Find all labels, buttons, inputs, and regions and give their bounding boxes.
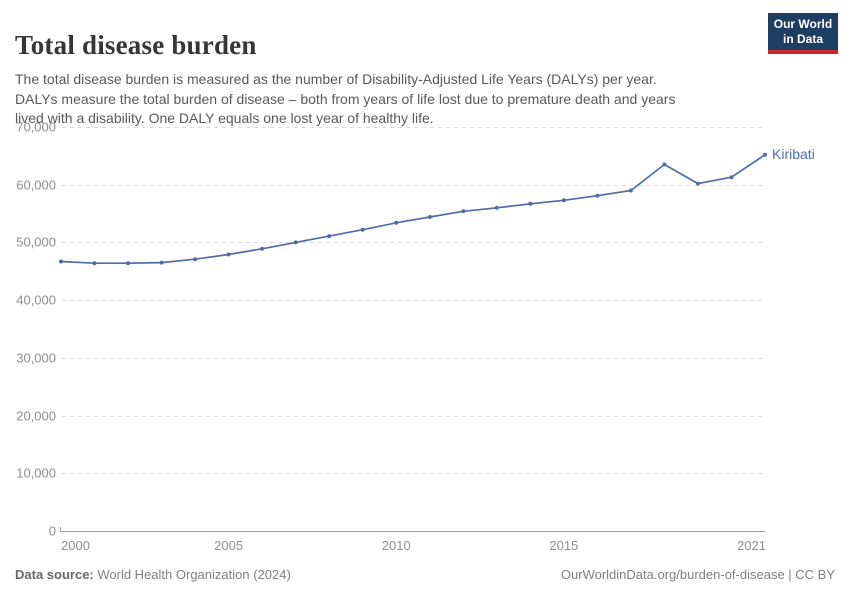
owid-logo-line1: Our World bbox=[773, 17, 833, 31]
chart-subtitle: The total disease burden is measured as … bbox=[15, 71, 676, 126]
x-tick-label: 2000 bbox=[61, 538, 90, 553]
data-point[interactable] bbox=[293, 240, 298, 245]
data-point[interactable] bbox=[59, 259, 63, 264]
data-source: Data source: World Health Organization (… bbox=[15, 567, 291, 582]
y-tick-label: 40,000 bbox=[16, 293, 56, 308]
data-point[interactable] bbox=[427, 215, 432, 219]
data-point[interactable] bbox=[360, 227, 365, 232]
data-point[interactable] bbox=[226, 252, 231, 257]
owid-logo-line2: in Data bbox=[782, 32, 823, 46]
data-point[interactable] bbox=[595, 193, 600, 198]
credit-link[interactable]: OurWorldinData.org/burden-of-disease | C… bbox=[560, 567, 835, 582]
y-tick-label: 30,000 bbox=[16, 351, 56, 366]
data-point[interactable] bbox=[729, 175, 734, 180]
owid-logo: Our World in Data bbox=[768, 13, 838, 54]
data-point[interactable] bbox=[628, 188, 633, 193]
data-point[interactable] bbox=[260, 246, 265, 251]
data-source-value: World Health Organization (2024) bbox=[93, 567, 291, 582]
y-tick-label: 50,000 bbox=[16, 235, 56, 250]
data-point[interactable] bbox=[92, 261, 97, 266]
data-point[interactable] bbox=[561, 198, 566, 203]
y-tick-label: 10,000 bbox=[16, 466, 56, 481]
data-point[interactable] bbox=[193, 257, 198, 262]
data-point[interactable] bbox=[394, 220, 399, 225]
y-tick-label: 0 bbox=[49, 524, 56, 539]
data-line[interactable] bbox=[60, 153, 766, 265]
y-tick-label: 20,000 bbox=[16, 409, 56, 424]
data-point[interactable] bbox=[763, 152, 767, 157]
page-title: Total disease burden bbox=[15, 30, 257, 61]
chart-footer: Data source: World Health Organization (… bbox=[15, 567, 835, 582]
data-point[interactable] bbox=[461, 209, 466, 214]
data-point[interactable] bbox=[696, 181, 700, 186]
data-point[interactable] bbox=[126, 261, 130, 266]
data-source-label: Data source: bbox=[15, 567, 94, 582]
data-point[interactable] bbox=[494, 205, 499, 210]
owid-logo-text: Our World in Data bbox=[768, 13, 838, 50]
x-tick-label: 2021 bbox=[737, 538, 766, 553]
y-tick-label: 60,000 bbox=[16, 178, 56, 193]
x-tick-label: 2015 bbox=[549, 538, 578, 553]
x-tick-label: 2010 bbox=[382, 538, 411, 553]
data-point[interactable] bbox=[327, 234, 332, 239]
data-point[interactable] bbox=[662, 162, 667, 167]
y-tick-label: 70,000 bbox=[16, 120, 56, 135]
series-entity-label[interactable]: Kiribati bbox=[772, 146, 815, 162]
x-tick-label: 2005 bbox=[214, 538, 243, 553]
owid-logo-red-bar bbox=[768, 50, 838, 54]
data-point[interactable] bbox=[528, 201, 533, 206]
data-point[interactable] bbox=[159, 260, 164, 265]
